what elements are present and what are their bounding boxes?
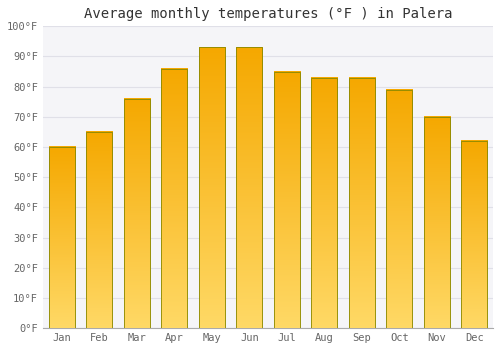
Bar xyxy=(461,141,487,328)
Bar xyxy=(48,147,75,328)
Bar xyxy=(386,90,412,328)
Bar xyxy=(311,78,338,328)
Bar xyxy=(424,117,450,328)
Bar xyxy=(348,78,375,328)
Title: Average monthly temperatures (°F ) in Palera: Average monthly temperatures (°F ) in Pa… xyxy=(84,7,452,21)
Bar xyxy=(86,132,113,328)
Bar xyxy=(124,99,150,328)
Bar xyxy=(161,69,188,328)
Bar xyxy=(198,47,225,328)
Bar xyxy=(274,71,300,328)
Bar xyxy=(236,47,262,328)
